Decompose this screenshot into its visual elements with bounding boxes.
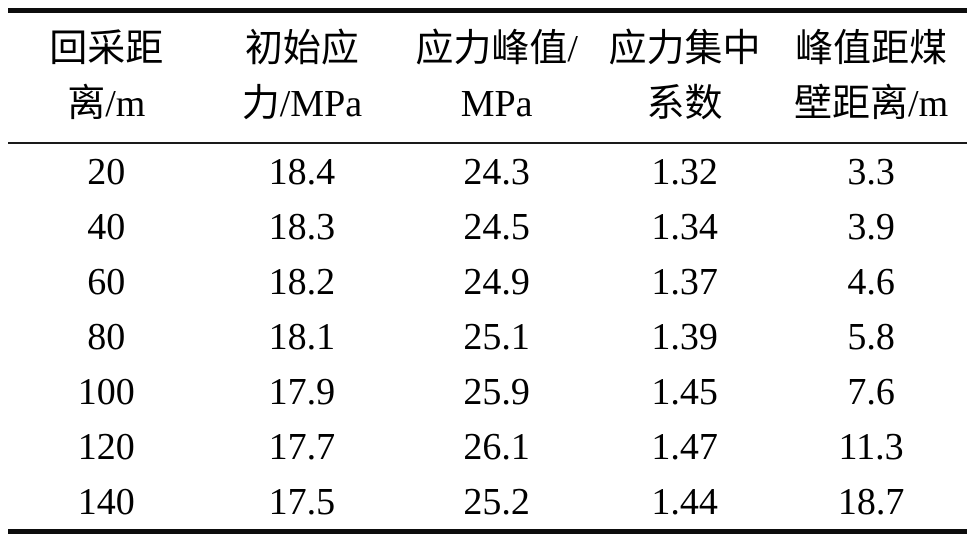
table-cell: 24.3 xyxy=(463,150,530,193)
table-cell: 17.9 xyxy=(268,370,336,413)
table-row: 60 18.2 24.9 1.37 4.6 xyxy=(8,254,967,309)
column-header-peak-stress: 应力峰值/ MPa xyxy=(399,10,594,144)
table-row: 80 18.1 25.1 1.39 5.8 xyxy=(8,309,967,364)
table-cell: 24.5 xyxy=(463,205,530,248)
header-line: 峰值距煤 xyxy=(795,28,948,70)
table-cell: 40 xyxy=(87,205,126,248)
table-cell: 140 xyxy=(77,480,135,523)
table-cell: 4.6 xyxy=(847,260,895,303)
table-cell: 18.3 xyxy=(268,205,336,248)
column-header-initial-stress: 初始应 力/MPa xyxy=(204,10,400,144)
table-row: 40 18.3 24.5 1.34 3.9 xyxy=(8,199,967,254)
table-cell: 25.1 xyxy=(463,315,530,358)
table-cell: 20 xyxy=(87,150,126,193)
table-row: 140 17.5 25.2 1.44 18.7 xyxy=(8,474,967,532)
table-cell: 18.7 xyxy=(837,480,905,523)
table-cell: 24.9 xyxy=(463,260,530,303)
table-cell: 18.4 xyxy=(268,150,336,193)
table-cell: 26.1 xyxy=(463,425,530,468)
table-cell: 17.5 xyxy=(268,480,336,523)
column-header-concentration-factor: 应力集中 系数 xyxy=(593,10,776,144)
header-line: 离/m xyxy=(67,83,146,125)
table-cell: 25.2 xyxy=(463,480,530,523)
table-cell: 120 xyxy=(77,425,135,468)
table-cell: 1.34 xyxy=(651,205,718,248)
table-cell: 18.1 xyxy=(268,315,336,358)
header-line: 初始应 xyxy=(244,28,359,70)
table-cell: 1.47 xyxy=(651,425,718,468)
header-row: 回采距 离/m 初始应 力/MPa 应力峰值/ MPa 应力集中 系数 峰值距煤 xyxy=(8,10,967,144)
table-cell: 5.8 xyxy=(847,315,895,358)
header-line: 壁距离/m xyxy=(794,83,949,125)
table-cell: 3.3 xyxy=(847,150,895,193)
table-cell: 1.39 xyxy=(651,315,718,358)
table-cell: 80 xyxy=(87,315,126,358)
table-body: 20 18.4 24.3 1.32 3.3 40 18.3 24.5 1.34 3.9 60 18.2… xyxy=(8,143,967,532)
table-row: 120 17.7 26.1 1.47 11.3 xyxy=(8,419,967,474)
table-cell: 1.44 xyxy=(651,480,718,523)
table-cell: 3.9 xyxy=(847,205,895,248)
table-cell: 1.45 xyxy=(651,370,718,413)
paper-table-container: 回采距 离/m 初始应 力/MPa 应力峰值/ MPa 应力集中 系数 峰值距煤 xyxy=(8,8,967,534)
header-line: 力/MPa xyxy=(241,83,363,125)
header-line: 应力集中 xyxy=(608,28,761,70)
table-cell: 7.6 xyxy=(847,370,895,413)
table-row: 20 18.4 24.3 1.32 3.3 xyxy=(8,143,967,199)
table-cell: 100 xyxy=(77,370,135,413)
header-line: 应力峰值/ xyxy=(415,28,578,70)
table-cell: 1.32 xyxy=(651,150,718,193)
table-cell: 25.9 xyxy=(463,370,530,413)
header-line: 回采距 xyxy=(49,28,164,70)
stress-data-table: 回采距 离/m 初始应 力/MPa 应力峰值/ MPa 应力集中 系数 峰值距煤 xyxy=(8,8,967,534)
table-header: 回采距 离/m 初始应 力/MPa 应力峰值/ MPa 应力集中 系数 峰值距煤 xyxy=(8,10,967,144)
column-header-peak-distance-to-coal-wall: 峰值距煤 壁距离/m xyxy=(775,10,967,144)
table-row: 100 17.9 25.9 1.45 7.6 xyxy=(8,364,967,419)
table-cell: 11.3 xyxy=(838,425,904,468)
table-cell: 17.7 xyxy=(268,425,336,468)
table-cell: 60 xyxy=(87,260,126,303)
table-cell: 1.37 xyxy=(651,260,718,303)
header-line: 系数 xyxy=(646,83,723,125)
header-line: MPa xyxy=(460,83,533,125)
table-cell: 18.2 xyxy=(268,260,336,303)
column-header-mining-distance: 回采距 离/m xyxy=(8,10,205,144)
